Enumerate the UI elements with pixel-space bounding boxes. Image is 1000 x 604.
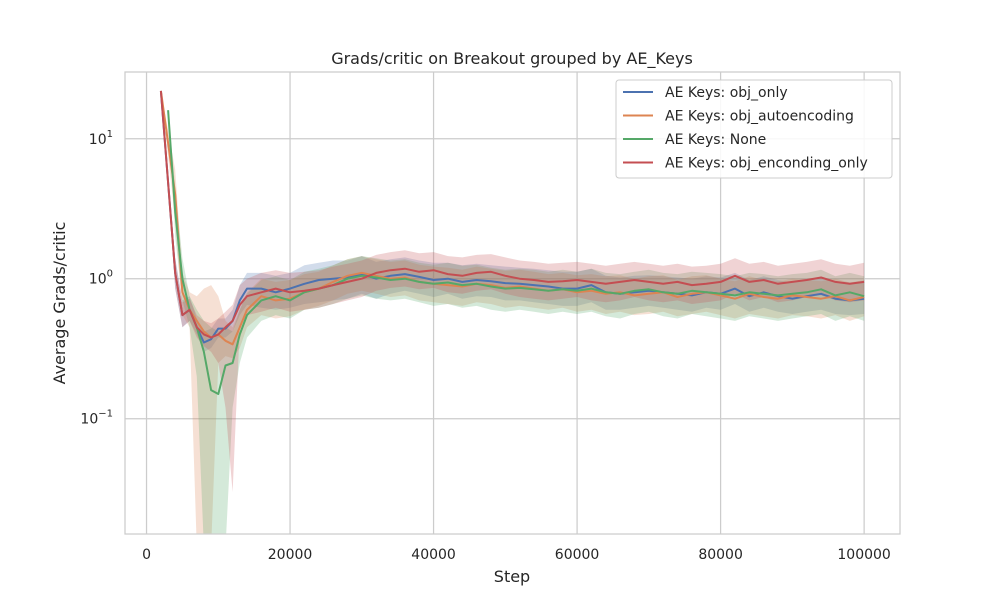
chart-title: Grads/critic on Breakout grouped by AE_K… (331, 49, 693, 69)
x-tick-label: 0 (142, 547, 151, 563)
x-tick-labels: 0 20000 40000 60000 80000 100000 (142, 547, 891, 563)
legend-label-series-2: AE Keys: obj_autoencoding (665, 109, 854, 125)
confidence-band-series-1 (160, 90, 865, 352)
x-tick-label: 60000 (555, 547, 600, 563)
legend: AE Keys: obj_only AE Keys: obj_autoencodi… (615, 79, 893, 179)
x-tick-label: 100000 (837, 547, 890, 563)
legend-label-series-1: AE Keys: obj_only (665, 85, 788, 101)
y-tick-label: 10−1 (80, 409, 113, 428)
x-axis-label: Step (494, 567, 530, 586)
plot-area-frame (124, 71, 901, 535)
series-lines (159, 90, 865, 395)
x-tick-label: 20000 (268, 547, 313, 563)
y-tick-labels: 101 100 10−1 (80, 129, 113, 428)
series-line-3 (167, 110, 865, 395)
y-tick-label: 100 (89, 269, 113, 288)
x-tick-label: 80000 (698, 547, 743, 563)
legend-label-series-3: AE Keys: None (665, 132, 766, 148)
legend-label-series-4: AE Keys: obj_enconding_only (665, 156, 868, 172)
x-tick-label: 40000 (411, 547, 456, 563)
confidence-band-series-4 (160, 90, 865, 492)
confidence-bands (160, 90, 865, 534)
series-line-4 (159, 90, 865, 339)
legend-box (615, 79, 893, 179)
y-tick-label: 101 (89, 129, 113, 148)
y-axis-label: Average Grads/critic (50, 222, 69, 385)
confidence-band-series-2 (160, 90, 865, 534)
